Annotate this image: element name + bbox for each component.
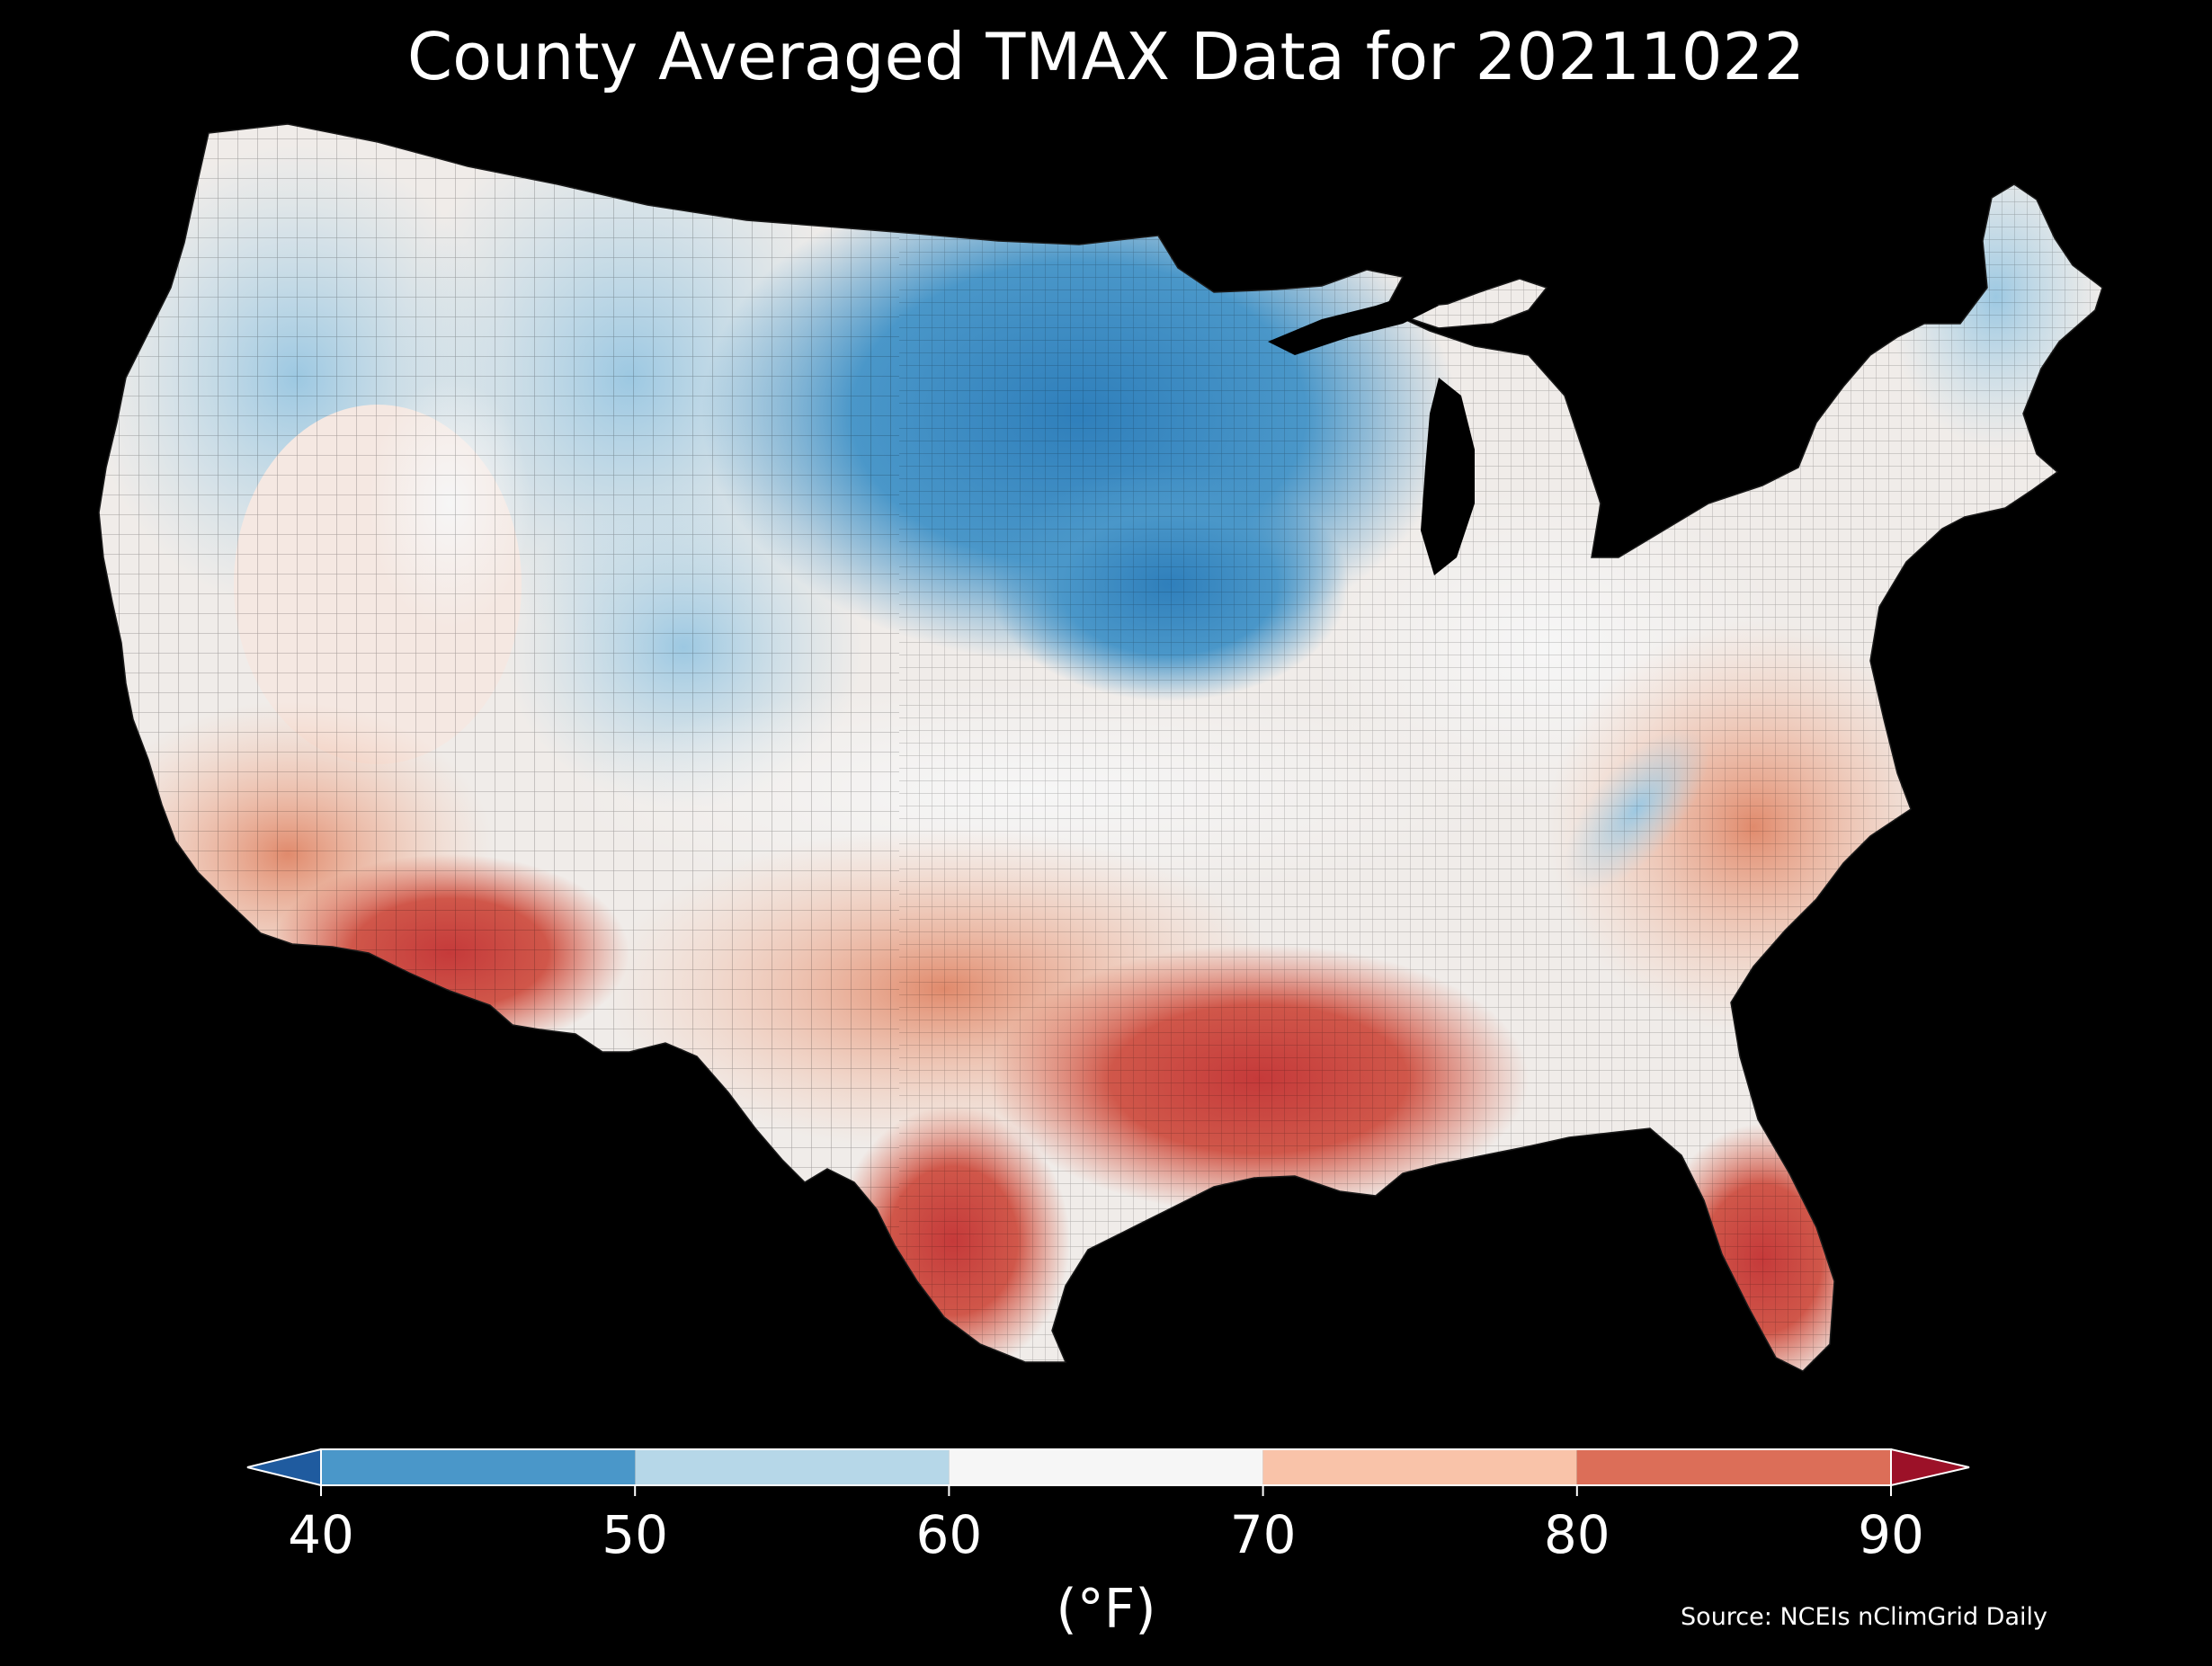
colorbar-bin-50-60 [635,1449,950,1485]
source-credit: Source: NCEIs nClimGrid Daily [1681,1603,2047,1631]
colorbar [246,1448,1970,1496]
lake-superior [1268,292,1439,355]
colorbar-under-extension [247,1449,321,1485]
map-title: County Averaged TMAX Data for 20211022 [406,19,1806,94]
colorbar-bin-80-90 [1576,1449,1891,1485]
colorbar-tick-label: 80 [1543,1504,1610,1565]
us-county-tmax-map [98,123,2103,1372]
colorbar-tick-label: 50 [602,1504,669,1565]
map-fill [99,124,2102,1371]
colorbar-bin-60-70 [949,1449,1263,1485]
colorbar-tick-label: 70 [1229,1504,1297,1565]
colorbar-tick-label: 90 [1858,1504,1924,1565]
lake-michigan [1421,378,1475,575]
colorbar-bin-40-50 [321,1449,636,1485]
colorbar-unit-label: (°F) [1056,1578,1156,1641]
colorbar-tick-label: 40 [288,1504,354,1565]
colorbar-over-extension [1891,1449,1969,1485]
colorbar-bin-70-80 [1262,1449,1577,1485]
colorbar-tick-label: 60 [915,1504,983,1565]
